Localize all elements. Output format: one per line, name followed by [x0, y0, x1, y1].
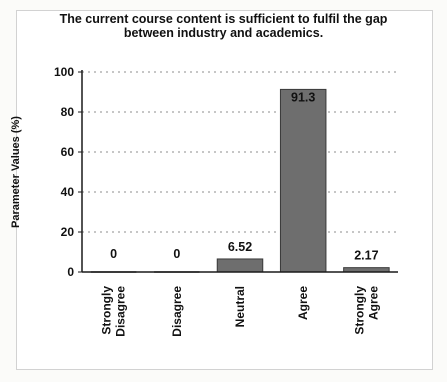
- chart-title-line-2: between industry and academics.: [123, 26, 324, 40]
- axes: [81, 70, 398, 273]
- y-tick-label-60: 60: [61, 145, 75, 159]
- category-label-2: Neutral: [233, 286, 247, 327]
- y-tick-labels: 0 20 40 60 80 100: [54, 65, 82, 279]
- category-label-0-line-1: Disagree: [114, 286, 128, 337]
- category-label-1-line-0: Disagree: [170, 286, 184, 337]
- y-tick-label-20: 20: [61, 225, 75, 239]
- chart-frame: [16, 10, 433, 370]
- category-label-4-line-0: Strongly: [352, 286, 366, 335]
- data-label-0: 0: [110, 247, 117, 261]
- chart-title: The current course content is sufficient…: [20, 12, 427, 40]
- bar-2: [216, 258, 264, 273]
- category-label-4-line-1: Agree: [366, 286, 380, 320]
- data-label-3: 91.3: [291, 90, 315, 104]
- gridlines: [82, 71, 398, 233]
- y-tick-label-40: 40: [61, 185, 75, 199]
- category-label-0-line-0: Strongly: [100, 286, 114, 335]
- y-tick-label-0: 0: [67, 265, 74, 279]
- category-label-2-line-0: Neutral: [233, 286, 247, 327]
- data-label-1: 0: [173, 247, 180, 261]
- y-tick-label-100: 100: [54, 65, 74, 79]
- chart-title-line-1: The current course content is sufficient…: [59, 12, 388, 26]
- category-labels: Strongly Disagree Disagree Neutral Agree Stro…: [100, 286, 381, 337]
- y-tick-label-80: 80: [61, 105, 75, 119]
- data-label-4: 2.17: [354, 249, 378, 263]
- data-label-2: 6.52: [228, 240, 252, 254]
- category-label-3-line-0: Agree: [296, 286, 310, 320]
- data-labels: 0 0 6.52 91.3 2.17: [110, 90, 378, 262]
- bar-3: [279, 88, 327, 273]
- category-label-1: Disagree: [170, 286, 184, 337]
- category-label-0: Strongly Disagree: [100, 286, 128, 337]
- category-label-4: Strongly Agree: [352, 286, 380, 335]
- category-label-3: Agree: [296, 286, 310, 320]
